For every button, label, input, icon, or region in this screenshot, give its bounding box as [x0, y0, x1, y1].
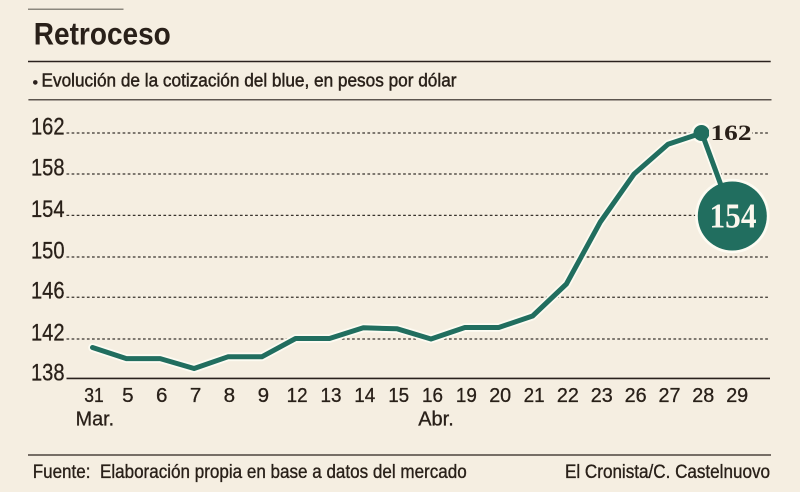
svg-text:23: 23	[591, 384, 613, 407]
svg-text:14: 14	[354, 384, 375, 407]
svg-text:21: 21	[524, 384, 545, 407]
svg-text:154: 154	[31, 197, 65, 223]
svg-text:19: 19	[456, 384, 477, 407]
svg-text:6: 6	[156, 384, 167, 407]
svg-text:150: 150	[31, 238, 65, 264]
svg-text:Retroceso: Retroceso	[34, 16, 171, 52]
svg-text:28: 28	[692, 384, 714, 407]
svg-text:27: 27	[659, 384, 681, 407]
svg-text:13: 13	[321, 384, 342, 407]
svg-text:142: 142	[31, 320, 65, 346]
svg-text:12: 12	[287, 384, 308, 407]
svg-text:162: 162	[711, 121, 752, 145]
svg-text:Abr.: Abr.	[418, 408, 454, 431]
svg-text:20: 20	[489, 384, 511, 407]
svg-text:7: 7	[190, 384, 201, 407]
svg-text:29: 29	[726, 384, 748, 407]
svg-text:15: 15	[388, 384, 409, 407]
svg-text:5: 5	[122, 384, 133, 407]
svg-text:Evolución de la cotización del: Evolución de la cotización del blue, en …	[42, 69, 457, 90]
svg-text:22: 22	[557, 384, 579, 407]
svg-text:8: 8	[224, 384, 235, 407]
svg-text:146: 146	[31, 279, 65, 305]
svg-text:16: 16	[422, 384, 443, 407]
svg-text:Mar.: Mar.	[76, 408, 115, 431]
svg-text:158: 158	[31, 155, 65, 181]
svg-text:138: 138	[31, 361, 65, 387]
svg-text:162: 162	[31, 114, 65, 140]
svg-text:31: 31	[84, 384, 104, 407]
svg-text:9: 9	[258, 384, 269, 407]
svg-text:26: 26	[625, 384, 647, 407]
svg-text:Fuente: Elaboración propia en: Fuente: Elaboración propia en base a dat…	[33, 462, 467, 483]
svg-text:El Cronista/C. Castelnuovo: El Cronista/C. Castelnuovo	[565, 462, 770, 483]
svg-text:154: 154	[710, 198, 757, 236]
